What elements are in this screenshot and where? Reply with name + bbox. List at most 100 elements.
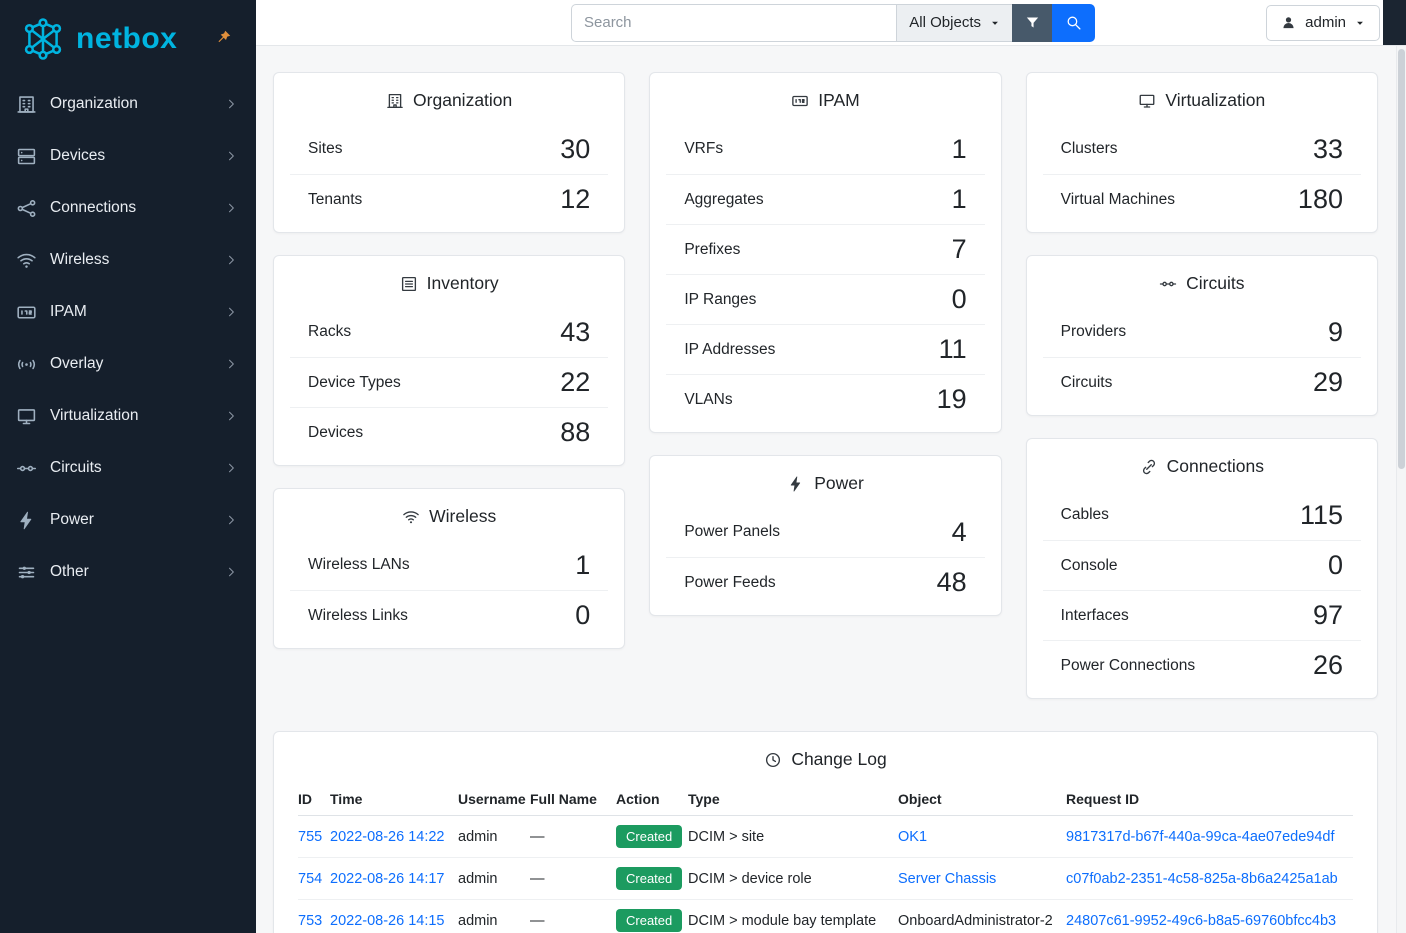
stat-label-link[interactable]: Providers (1060, 323, 1127, 340)
stat-label-link[interactable]: Circuits (1060, 373, 1113, 391)
stat-label-link[interactable]: Power Feeds (684, 573, 776, 591)
sidebar-item-ipam[interactable]: IPAM (0, 286, 256, 338)
sidebar-item-devices[interactable]: Devices (0, 130, 256, 182)
change-username: admin (458, 815, 530, 858)
change-time-link[interactable]: 2022-08-26 14:22 (330, 828, 445, 845)
stat-row-tenants: Tenants 12 (290, 174, 609, 224)
changelog-table: ID Time Username Full Name Action Type Object R… (298, 783, 1353, 933)
stat-value-link[interactable]: 88 (560, 417, 591, 447)
action-badge: Created (616, 867, 683, 890)
stat-label-link[interactable]: Clusters (1060, 140, 1118, 157)
request-id-link[interactable]: 9817317d-b67f-440a-99ca-4ae07ede94df (1066, 828, 1335, 845)
stat-value-link[interactable]: 26 (1312, 650, 1343, 680)
stat-label-link[interactable]: Wireless Links (308, 606, 408, 624)
stat-value-link[interactable]: 0 (575, 600, 591, 630)
change-object-link[interactable]: Server Chassis (898, 870, 997, 887)
chevron-right-icon (224, 201, 238, 215)
stat-label-link[interactable]: VLANs (684, 390, 733, 408)
pin-icon[interactable] (215, 29, 232, 46)
change-id-link[interactable]: 755 (298, 828, 323, 845)
sidebar-item-label: Wireless (50, 251, 110, 268)
stat-label-link[interactable]: Virtual Machines (1060, 190, 1175, 208)
stat-value-link[interactable]: 1 (951, 184, 967, 214)
col-header-username: Username (458, 783, 530, 816)
changelog-header-row: ID Time Username Full Name Action Type Object R… (298, 783, 1353, 816)
netbox-logo-text: netbox (76, 22, 178, 55)
stat-label-link[interactable]: Cables (1060, 506, 1109, 523)
sidebar-item-virtualization[interactable]: Virtualization (0, 390, 256, 442)
stat-row-clusters: Clusters 33 (1043, 124, 1361, 174)
search-button[interactable] (1052, 3, 1095, 42)
card-body: VRFs 1 Aggregates 1 Prefixes 7 IP Ranges 0 IP Ad… (650, 124, 1000, 432)
change-time-link[interactable]: 2022-08-26 14:17 (330, 870, 445, 887)
stat-value-link[interactable]: 43 (560, 316, 591, 347)
request-id-link[interactable]: 24807c61-9952-49c6-b8a5-69760bfcc4b3 (1066, 912, 1337, 929)
stat-label-link[interactable]: VRFs (684, 140, 724, 157)
stat-value-link[interactable]: 22 (560, 367, 591, 397)
stat-value-link[interactable]: 30 (560, 133, 591, 164)
sidebar-item-power[interactable]: Power (0, 494, 256, 546)
sidebar-item-wireless[interactable]: Wireless (0, 234, 256, 286)
stat-value-link[interactable]: 19 (936, 384, 967, 414)
filter-button[interactable] (1012, 3, 1052, 42)
sidebar-item-connections[interactable]: Connections (0, 182, 256, 234)
stat-value-link[interactable]: 115 (1299, 499, 1343, 530)
request-id-link[interactable]: c07f0ab2-2351-4c58-825a-8b6a2425a1ab (1066, 870, 1338, 887)
sidebar-item-other[interactable]: Other (0, 546, 256, 598)
change-id-link[interactable]: 753 (298, 912, 323, 929)
stat-value-link[interactable]: 97 (1312, 600, 1343, 630)
sidebar-item-organization[interactable]: Organization (0, 78, 256, 130)
change-time-link[interactable]: 2022-08-26 14:15 (330, 912, 445, 929)
stat-value-link[interactable]: 180 (1297, 184, 1343, 214)
stat-label-link[interactable]: Tenants (308, 190, 363, 208)
scrollbar-thumb[interactable] (1398, 49, 1405, 469)
netbox-logo[interactable]: netbox (20, 18, 177, 60)
stat-value-link[interactable]: 9 (1327, 316, 1343, 347)
search-input[interactable] (571, 3, 897, 42)
action-badge: Created (616, 909, 683, 932)
stat-label-link[interactable]: Interfaces (1060, 606, 1129, 624)
stat-value-link[interactable]: 29 (1312, 367, 1343, 397)
history-icon (764, 751, 782, 769)
stat-value-link[interactable]: 0 (1327, 550, 1343, 580)
stat-label-link[interactable]: Power Panels (684, 523, 780, 540)
dashboard-column: Organization Sites 30 Tenants 12 Inventory Rac… (273, 72, 626, 649)
stat-label-link[interactable]: Racks (308, 323, 352, 340)
circuits-icon (1159, 275, 1177, 293)
stat-label-link[interactable]: Aggregates (684, 190, 764, 208)
user-menu-button[interactable]: admin (1266, 4, 1380, 41)
change-object-link[interactable]: OK1 (898, 828, 928, 845)
stat-label-link[interactable]: Wireless LANs (308, 556, 410, 573)
stat-label-link[interactable]: Power Connections (1060, 656, 1196, 674)
object-type-select[interactable]: All Objects (896, 3, 1012, 42)
changelog-table-head: ID Time Username Full Name Action Type Object R… (298, 783, 1353, 816)
ipam-icon (16, 302, 37, 323)
stat-value-link[interactable]: 11 (938, 334, 967, 364)
stat-label-link[interactable]: Device Types (308, 373, 401, 391)
stat-value-link[interactable]: 7 (951, 234, 967, 264)
other-icon (16, 562, 37, 583)
stat-label-link[interactable]: Sites (308, 140, 343, 157)
stat-label-link[interactable]: IP Ranges (684, 290, 757, 308)
sidebar-item-circuits[interactable]: Circuits (0, 442, 256, 494)
col-header-request-id: Request ID (1066, 783, 1353, 816)
stat-value-link[interactable]: 4 (951, 516, 967, 547)
search-group: All Objects (571, 3, 1095, 42)
sidebar-item-label: Connections (50, 199, 137, 216)
stat-value-link[interactable]: 33 (1312, 133, 1343, 164)
changelog-header: Change Log (274, 732, 1377, 783)
stat-label-link[interactable]: Prefixes (684, 240, 741, 258)
stat-value-link[interactable]: 12 (560, 184, 591, 214)
stat-value-link[interactable]: 1 (575, 549, 591, 580)
stat-label-link[interactable]: IP Addresses (684, 340, 776, 358)
sidebar-item-overlay[interactable]: Overlay (0, 338, 256, 390)
stat-value-link[interactable]: 0 (951, 284, 967, 314)
stat-value-link[interactable]: 48 (936, 567, 967, 597)
stat-label-link[interactable]: Devices (308, 423, 364, 441)
change-id-link[interactable]: 754 (298, 870, 323, 887)
stat-row-sites: Sites 30 (290, 124, 608, 174)
stat-row-prefixes: Prefixes 7 (666, 224, 985, 274)
stat-value-link[interactable]: 1 (951, 133, 967, 164)
page-scrollbar[interactable] (1396, 46, 1406, 933)
stat-label-link[interactable]: Console (1060, 556, 1118, 574)
